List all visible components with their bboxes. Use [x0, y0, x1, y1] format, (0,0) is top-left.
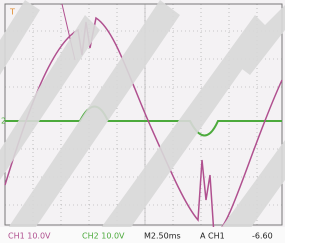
oscilloscope-screen: T 2 CH1 10.0V CH2 10.0V M2.50ms A CH1 -6…	[0, 0, 285, 243]
ch1-scale: CH1 10.0V	[8, 232, 51, 241]
ch2-marker: 2	[1, 117, 6, 126]
trigger-level: -6.60	[252, 232, 273, 241]
ch2-scale: CH2 10.0V	[82, 232, 125, 241]
timebase: M2.50ms	[144, 232, 181, 241]
trigger-marker: T	[9, 8, 15, 17]
trigger-source: A CH1	[200, 232, 225, 241]
